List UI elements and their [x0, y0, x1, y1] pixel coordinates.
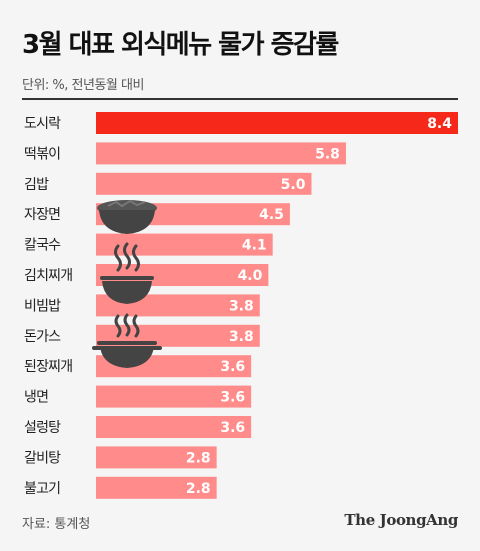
value-label: 3.6	[220, 390, 245, 406]
category-label: 김밥	[24, 177, 49, 193]
value-label: 4.1	[242, 238, 267, 254]
bar-5	[96, 233, 273, 256]
bar-1	[96, 112, 458, 134]
value-label: 4.5	[259, 207, 284, 223]
value-label: 3.8	[229, 329, 254, 345]
bar-6	[96, 264, 269, 286]
title-divider	[22, 98, 458, 100]
category-label: 김치찌개	[24, 268, 72, 284]
bar-10	[96, 385, 252, 408]
category-label: 된장찌개	[24, 359, 72, 375]
value-label: 5.0	[281, 177, 306, 193]
category-label: 불고기	[24, 481, 60, 497]
category-label: 도시락	[24, 116, 61, 132]
value-label: 3.8	[229, 298, 254, 314]
category-label: 설렁탕	[24, 420, 61, 436]
value-label: 3.6	[220, 420, 245, 436]
value-label: 2.8	[186, 481, 211, 497]
steaming-pot-icon	[92, 313, 162, 368]
steaming-bowl-icon	[100, 242, 154, 304]
value-label: 3.6	[220, 359, 245, 375]
category-label: 자장면	[24, 207, 60, 223]
value-label: 4.0	[238, 268, 263, 284]
bar-13	[96, 476, 217, 499]
chart-title: 3월 대표 외식메뉴 물가 증감률	[22, 30, 339, 60]
publisher-logo: The JoongAng	[344, 511, 458, 529]
bar-3	[96, 172, 312, 195]
bar-11	[96, 416, 252, 438]
category-label: 냉면	[24, 390, 48, 406]
category-label: 칼국수	[24, 238, 61, 254]
category-label: 돈가스	[24, 329, 61, 345]
category-label: 비빔밥	[24, 298, 61, 314]
source-note: 자료: 통계청	[22, 517, 91, 532]
value-label: 2.8	[186, 450, 211, 466]
bar-2	[96, 142, 346, 165]
value-label: 8.4	[427, 116, 452, 132]
value-label: 5.8	[315, 146, 340, 162]
bowl-icon	[97, 199, 157, 234]
category-label: 떡볶이	[24, 146, 60, 162]
bar-chart: 도시락 8.4 떡볶이 5.8 김밥 5.0 자장면 4.5 칼국수 4.1 김치찌개 4.0 비빔밥 3…	[24, 112, 458, 499]
bar-12	[96, 446, 217, 469]
category-label: 갈비탕	[24, 450, 61, 466]
unit-note: 단위: %, 전년동월 대비	[22, 78, 144, 93]
